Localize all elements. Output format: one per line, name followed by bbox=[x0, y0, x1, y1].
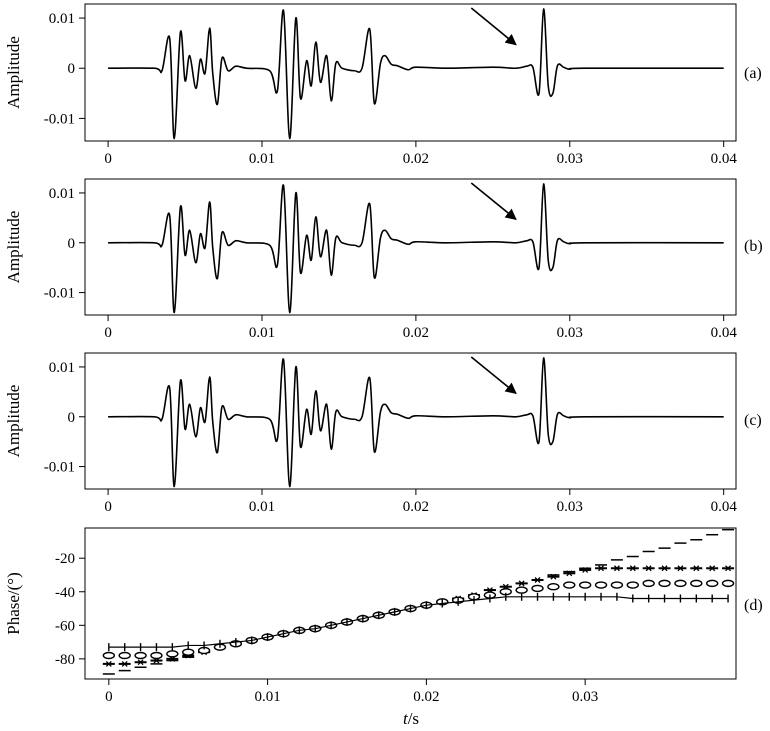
data-point bbox=[166, 650, 179, 658]
annotation-arrow bbox=[470, 7, 517, 46]
data-point bbox=[118, 660, 131, 667]
data-point bbox=[610, 581, 624, 589]
phase-line bbox=[108, 596, 729, 648]
plot-frame bbox=[84, 527, 737, 680]
y-tick-label: 0 bbox=[68, 236, 76, 252]
annotation-arrow bbox=[470, 182, 517, 221]
x-tick-label: 0.03 bbox=[557, 151, 583, 167]
annotation-arrow bbox=[470, 356, 517, 395]
data-point bbox=[579, 566, 592, 573]
phase-series-plus bbox=[108, 592, 729, 652]
plot-frame bbox=[84, 3, 737, 142]
x-tick-label: 0.02 bbox=[403, 325, 429, 341]
x-tick-label: 0.01 bbox=[254, 689, 280, 705]
x-tick-label: 0.04 bbox=[711, 151, 738, 167]
data-point bbox=[705, 579, 719, 588]
data-point bbox=[118, 651, 131, 660]
x-tick-label: 0.02 bbox=[403, 499, 429, 515]
data-point bbox=[531, 577, 544, 583]
x-tick-label: 0 bbox=[104, 499, 112, 515]
y-tick-label: -0.01 bbox=[44, 460, 75, 476]
amplitude-panel-a: 0 0.01 0.02 0.03 0.04 0.01 0 -0.01 Amplitude (a… bbox=[4, 3, 762, 167]
data-point bbox=[563, 570, 576, 577]
data-point bbox=[515, 580, 528, 587]
y-tick-label: -40 bbox=[55, 585, 75, 601]
data-point bbox=[594, 581, 608, 589]
data-point bbox=[658, 579, 671, 588]
data-point bbox=[134, 651, 147, 660]
phase-series-dash bbox=[102, 528, 735, 675]
data-point bbox=[595, 565, 608, 572]
data-point bbox=[610, 565, 623, 572]
data-point bbox=[150, 651, 163, 660]
panel-tag-d: (d) bbox=[744, 597, 763, 614]
x-tick-label: 0.01 bbox=[249, 499, 275, 515]
data-point bbox=[626, 565, 639, 572]
data-point bbox=[182, 648, 195, 656]
y-tick-label: -0.01 bbox=[44, 111, 75, 127]
data-point bbox=[706, 565, 719, 572]
data-point bbox=[547, 573, 560, 580]
y-tick-label: 0.01 bbox=[49, 186, 75, 202]
panel-tag-b: (b) bbox=[744, 238, 763, 255]
y-tick-label: 0 bbox=[68, 61, 76, 77]
x-tick-label: 0.01 bbox=[249, 151, 275, 167]
y-axis-title: Phase/(°) bbox=[4, 572, 23, 635]
y-tick-label: 0.01 bbox=[49, 11, 75, 27]
data-point bbox=[102, 651, 116, 660]
x-tick-label: 0 bbox=[104, 151, 112, 167]
plot-frame bbox=[84, 178, 737, 316]
y-tick-label: -60 bbox=[55, 618, 75, 634]
y-tick-label: 0.01 bbox=[49, 360, 75, 376]
x-tick-label: 0.03 bbox=[557, 499, 583, 515]
data-point bbox=[515, 586, 528, 594]
data-point bbox=[626, 581, 639, 589]
data-point bbox=[690, 565, 703, 572]
waveform-line bbox=[108, 357, 724, 488]
y-tick-label: -20 bbox=[55, 551, 75, 567]
y-axis-title: Amplitude bbox=[4, 211, 23, 284]
amplitude-panel-b: 0 0.01 0.02 0.03 0.04 0.01 0 -0.01 Amplitude (b… bbox=[4, 178, 763, 341]
data-point bbox=[722, 565, 735, 572]
data-point bbox=[674, 579, 687, 588]
data-point bbox=[721, 579, 735, 588]
x-axis-title: t/s bbox=[403, 709, 419, 728]
data-point bbox=[690, 579, 703, 588]
data-point bbox=[531, 584, 544, 593]
waveform-line bbox=[108, 8, 724, 140]
data-point bbox=[658, 565, 671, 572]
data-point bbox=[642, 565, 655, 572]
x-tick-label: 0.04 bbox=[711, 499, 738, 515]
y-axis-title: Amplitude bbox=[4, 36, 23, 109]
panel-tag-c: (c) bbox=[744, 412, 762, 429]
data-point bbox=[578, 581, 592, 589]
x-tick-label: 0.02 bbox=[413, 689, 439, 705]
y-tick-label: -0.01 bbox=[44, 286, 75, 302]
y-axis-title: Amplitude bbox=[4, 385, 23, 458]
data-point bbox=[674, 565, 687, 572]
x-tick-label: 0.02 bbox=[403, 151, 429, 167]
x-tick-label: 0 bbox=[104, 325, 112, 341]
data-point bbox=[547, 583, 560, 591]
panel-tag-a: (a) bbox=[744, 65, 762, 82]
plot-frame bbox=[84, 352, 737, 490]
x-tick-label: 0 bbox=[105, 689, 113, 705]
phase-series-x bbox=[102, 565, 735, 667]
data-point bbox=[642, 579, 655, 588]
data-point bbox=[134, 659, 147, 666]
data-point bbox=[563, 581, 576, 589]
amplitude-panel-c: 0 0.01 0.02 0.03 0.04 0.01 0 -0.01 Amplitude (c… bbox=[4, 352, 762, 515]
y-tick-label: 0 bbox=[68, 410, 76, 426]
x-tick-label: 0.04 bbox=[711, 325, 738, 341]
data-point bbox=[102, 660, 115, 667]
phase-panel-d: 0 0.01 0.02 0.03-20-40-60-80 Phase/(°) (d) … bbox=[4, 527, 763, 728]
x-tick-label: 0.03 bbox=[572, 689, 598, 705]
y-tick-label: -80 bbox=[55, 652, 75, 668]
x-tick-label: 0.01 bbox=[249, 325, 275, 341]
phase-series-o bbox=[102, 579, 735, 660]
x-tick-label: 0.03 bbox=[557, 325, 583, 341]
waveform-line bbox=[108, 183, 724, 314]
